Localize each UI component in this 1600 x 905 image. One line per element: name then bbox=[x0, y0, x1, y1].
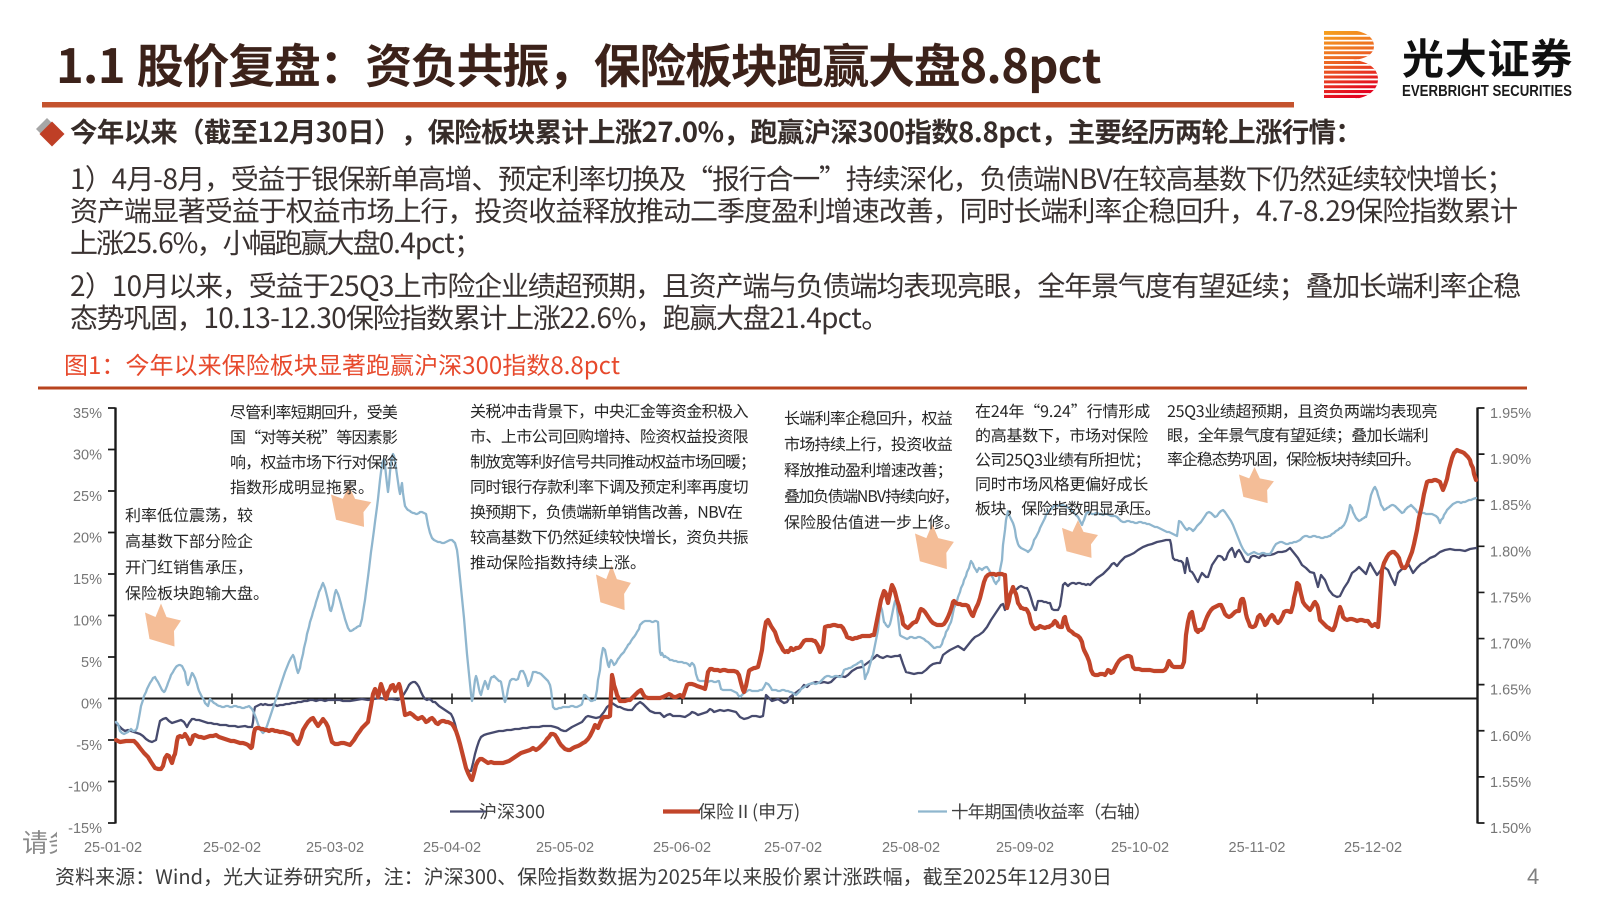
svg-text:-10%: -10% bbox=[68, 780, 102, 796]
svg-text:25-01-02: 25-01-02 bbox=[84, 840, 142, 856]
svg-text:25-04-02: 25-04-02 bbox=[423, 840, 481, 856]
svg-text:25-07-02: 25-07-02 bbox=[764, 840, 822, 856]
svg-text:1.50%: 1.50% bbox=[1490, 821, 1531, 837]
svg-text:1.85%: 1.85% bbox=[1490, 498, 1531, 514]
svg-text:EVERBRIGHT SECURITIES: EVERBRIGHT SECURITIES bbox=[1402, 83, 1572, 100]
svg-text:25-03-02: 25-03-02 bbox=[306, 840, 364, 856]
svg-text:-5%: -5% bbox=[76, 738, 102, 754]
svg-text:25-11-02: 25-11-02 bbox=[1229, 840, 1286, 856]
svg-text:25-02-02: 25-02-02 bbox=[203, 840, 261, 856]
svg-text:35%: 35% bbox=[73, 406, 102, 422]
svg-text:20%: 20% bbox=[73, 531, 102, 547]
svg-text:25-09-02: 25-09-02 bbox=[996, 840, 1054, 856]
svg-text:15%: 15% bbox=[73, 572, 102, 588]
svg-text:4: 4 bbox=[1527, 864, 1539, 889]
svg-text:25-05-02: 25-05-02 bbox=[536, 840, 594, 856]
svg-text:1.90%: 1.90% bbox=[1490, 452, 1531, 468]
svg-text:-15%: -15% bbox=[68, 821, 102, 837]
svg-text:25-08-02: 25-08-02 bbox=[882, 840, 940, 856]
svg-text:30%: 30% bbox=[73, 448, 102, 464]
svg-text:0%: 0% bbox=[81, 697, 102, 713]
svg-text:1.70%: 1.70% bbox=[1490, 637, 1531, 653]
svg-text:1.60%: 1.60% bbox=[1490, 729, 1531, 745]
svg-text:25-12-02: 25-12-02 bbox=[1344, 840, 1402, 856]
svg-text:5%: 5% bbox=[81, 655, 102, 671]
svg-text:10%: 10% bbox=[73, 614, 102, 630]
svg-text:1.80%: 1.80% bbox=[1490, 544, 1531, 560]
svg-text:1.65%: 1.65% bbox=[1490, 683, 1531, 699]
svg-text:25-06-02: 25-06-02 bbox=[653, 840, 711, 856]
svg-text:25%: 25% bbox=[73, 489, 102, 505]
svg-text:25-10-02: 25-10-02 bbox=[1111, 840, 1169, 856]
svg-text:1.55%: 1.55% bbox=[1490, 775, 1531, 791]
svg-text:1.75%: 1.75% bbox=[1490, 590, 1531, 606]
svg-text:1.95%: 1.95% bbox=[1490, 406, 1531, 422]
